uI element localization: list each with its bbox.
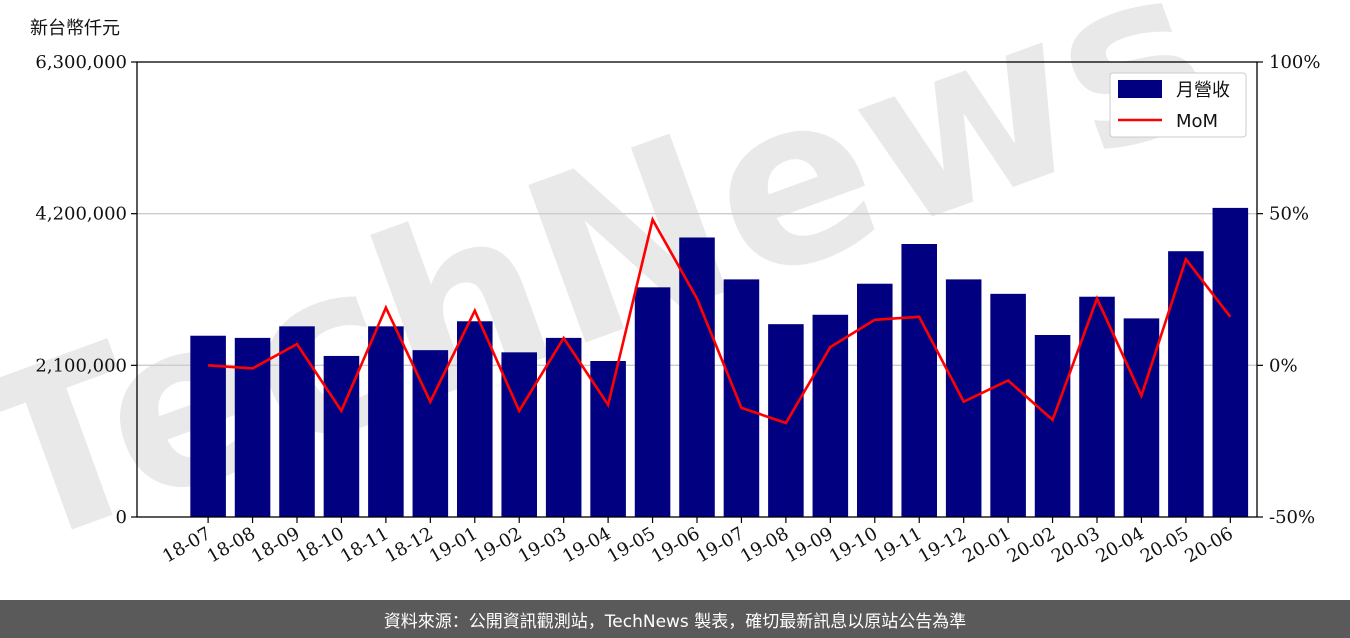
x-tick-label-19-09: 19-09 <box>781 523 836 567</box>
mom-line <box>208 216 1232 425</box>
x-tick-label-20-01: 20-01 <box>959 523 1014 567</box>
bar-19-11 <box>901 244 937 517</box>
left-tick-label: 2,100,000 <box>35 355 127 376</box>
x-tick-label-20-02: 20-02 <box>1004 523 1059 567</box>
bar-20-01 <box>990 293 1026 517</box>
left-tick-label: 0 <box>116 507 127 528</box>
bar-20-04 <box>1123 318 1160 517</box>
x-tick-label-18-09: 18-09 <box>248 523 303 567</box>
x-tick-label-18-10: 18-10 <box>293 523 348 567</box>
x-tick-label-18-11: 18-11 <box>337 523 392 567</box>
bar-19-05 <box>634 287 671 517</box>
x-tick-label-19-06: 19-06 <box>648 523 703 567</box>
bar-20-06 <box>1212 207 1249 517</box>
bar-19-06 <box>679 237 715 517</box>
right-tick-label: 100% <box>1269 52 1320 73</box>
x-axis-ticks: 18-0718-0818-0918-1018-1118-1219-0119-02… <box>159 517 1237 567</box>
x-tick-label-19-04: 19-04 <box>559 523 614 567</box>
bar-20-02 <box>1034 335 1071 517</box>
bar-19-02 <box>501 352 537 517</box>
right-tick-label: 50% <box>1269 204 1309 225</box>
x-tick-label-19-01: 19-01 <box>426 523 481 567</box>
bar-19-12 <box>945 279 982 517</box>
bar-19-03 <box>545 337 582 517</box>
x-tick-label-19-05: 19-05 <box>604 523 659 567</box>
x-tick-label-20-05: 20-05 <box>1137 523 1192 567</box>
legend-bar-swatch <box>1118 80 1162 98</box>
bar-19-10 <box>857 283 893 517</box>
right-tick-label: -50% <box>1269 507 1315 528</box>
bar-18-09 <box>279 326 315 517</box>
bar-19-07 <box>723 279 760 517</box>
x-tick-label-19-02: 19-02 <box>470 523 525 567</box>
left-tick-label: 6,300,000 <box>35 52 127 73</box>
y-axis-unit-label: 新台幣仟元 <box>30 18 120 39</box>
x-tick-label-19-08: 19-08 <box>737 523 792 567</box>
x-tick-label-19-12: 19-12 <box>915 523 970 567</box>
right-axis-ticks: -50% 0% 50% 100% <box>1257 52 1320 528</box>
legend: 月營收 MoM <box>1109 72 1247 138</box>
bar-19-09 <box>812 314 849 517</box>
x-tick-label-19-07: 19-07 <box>693 523 748 567</box>
x-tick-label-19-10: 19-10 <box>826 523 881 567</box>
x-tick-label-18-12: 18-12 <box>381 523 436 567</box>
bar-18-11 <box>368 326 404 517</box>
x-tick-label-20-03: 20-03 <box>1048 523 1103 567</box>
bar-20-05 <box>1168 251 1204 517</box>
source-footer: 資料來源：公開資訊觀測站，TechNews 製表，確切最新訊息以原站公告為準 <box>0 600 1350 638</box>
left-tick-label: 4,200,000 <box>35 204 127 225</box>
x-tick-label-20-04: 20-04 <box>1093 523 1148 567</box>
left-axis-ticks: 0 2,100,000 4,200,000 6,300,000 <box>35 52 137 528</box>
x-tick-label-19-03: 19-03 <box>515 523 570 567</box>
legend-label-mom: MoM <box>1176 111 1218 132</box>
bar-18-08 <box>234 337 271 517</box>
bar-series <box>190 207 1249 517</box>
source-footer-text: 資料來源：公開資訊觀測站，TechNews 製表，確切最新訊息以原站公告為準 <box>383 611 967 632</box>
bar-19-01 <box>457 321 493 517</box>
x-tick-label-20-06: 20-06 <box>1181 523 1236 567</box>
bar-18-07 <box>190 335 226 517</box>
x-tick-label-19-11: 19-11 <box>870 523 925 567</box>
right-tick-label: 0% <box>1269 355 1298 376</box>
legend-label-revenue: 月營收 <box>1176 80 1230 101</box>
